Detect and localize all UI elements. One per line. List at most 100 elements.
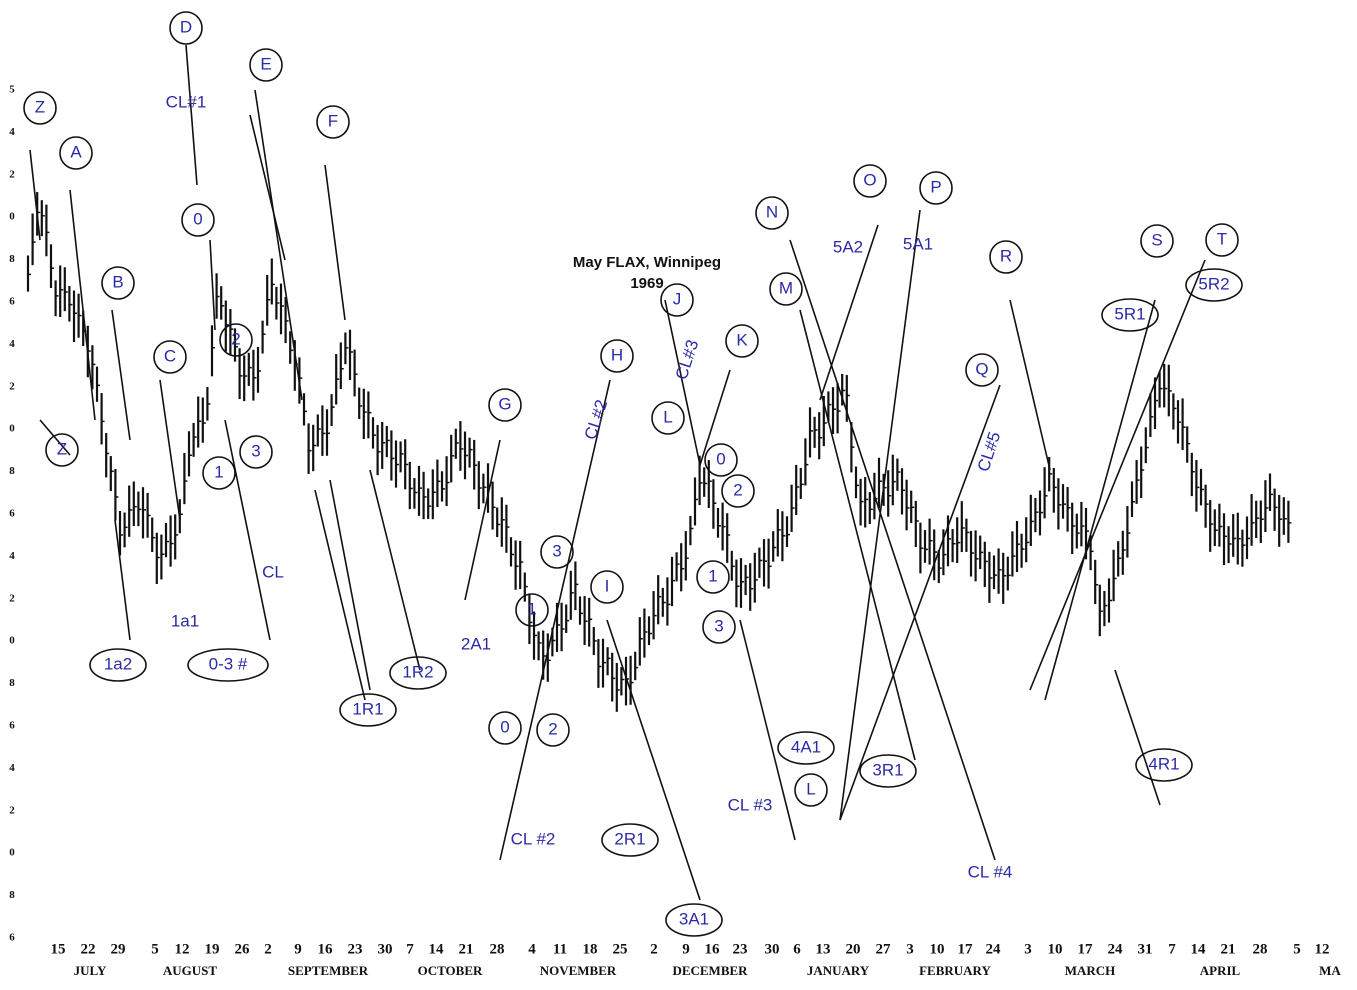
x-day-label: 14 <box>429 941 445 957</box>
annotation-label: 0 <box>500 717 509 736</box>
annotation-label: 3A1 <box>679 909 709 928</box>
annotation-balloon <box>702 610 736 644</box>
annotation-label: F <box>328 111 338 130</box>
x-month-label: JANUARY <box>807 963 870 978</box>
annotation-balloon <box>339 693 397 727</box>
annotation-balloon <box>515 593 549 627</box>
x-day-label: 2 <box>650 941 658 957</box>
x-day-label: 17 <box>1078 941 1094 957</box>
annotation-label: 2 <box>231 329 240 348</box>
annotation-balloon <box>696 560 730 594</box>
annotation-balloon <box>601 823 659 857</box>
annotation-balloon <box>488 711 522 745</box>
x-day-label: 11 <box>553 941 567 957</box>
trend-line <box>314 489 366 701</box>
x-day-label: 28 <box>490 941 505 957</box>
x-month-label: APRIL <box>1200 963 1241 978</box>
annotation-label: Z <box>35 97 45 116</box>
annotation-label: C <box>164 346 176 365</box>
annotation-label: L <box>806 779 815 798</box>
x-day-label: 31 <box>1138 941 1153 957</box>
annotation-label: CL#1 <box>166 92 207 111</box>
annotation-balloon <box>919 171 953 205</box>
x-day-label: 7 <box>1168 941 1176 957</box>
annotation-label: 5A2 <box>833 237 863 256</box>
trend-line <box>185 44 198 186</box>
annotation-label: CL#3 <box>672 337 703 382</box>
x-month-label: FEBRUARY <box>919 963 991 978</box>
x-day-label: 24 <box>1108 941 1124 957</box>
y-axis-label: 6 <box>9 932 15 944</box>
annotation-label: 3R1 <box>872 760 903 779</box>
annotation-label: 0-3 # <box>209 654 248 673</box>
annotation-balloon <box>101 266 135 300</box>
x-day-label: 26 <box>235 941 251 957</box>
trend-line <box>664 299 701 466</box>
annotation-label: 4R1 <box>1148 754 1179 773</box>
x-day-label: 16 <box>705 941 721 957</box>
x-day-label: 21 <box>459 941 474 957</box>
annotation-balloon <box>1140 224 1174 258</box>
annotation-balloon <box>1205 223 1239 257</box>
x-month-label: OCTOBER <box>418 963 483 978</box>
annotation-balloon <box>859 754 917 788</box>
annotation-label: 3 <box>714 616 723 635</box>
annotation-label: E <box>260 54 271 73</box>
x-day-label: 9 <box>294 941 302 957</box>
x-day-label: 14 <box>1191 941 1207 957</box>
x-day-label: 10 <box>930 941 945 957</box>
annotation-balloon <box>23 91 57 125</box>
annotation-label: CL <box>262 562 284 581</box>
annotation-label: CL #4 <box>968 862 1013 881</box>
annotation-balloon <box>169 11 203 45</box>
annotation-label: 1 <box>214 462 223 481</box>
x-day-label: 10 <box>1048 941 1063 957</box>
x-month-label: DECEMBER <box>672 963 748 978</box>
annotation-balloon <box>965 353 999 387</box>
x-day-label: 12 <box>175 941 190 957</box>
x-day-label: 28 <box>1253 941 1268 957</box>
y-axis-label: 2 <box>9 168 15 180</box>
annotation-label: S <box>1151 230 1162 249</box>
annotation-balloon <box>660 283 694 317</box>
x-day-label: 30 <box>765 941 780 957</box>
annotation-label: 1R1 <box>352 699 383 718</box>
annotation-label: 2R1 <box>614 829 645 848</box>
chart-title: May FLAX, Winnipeg <box>573 254 721 271</box>
x-day-label: 3 <box>1024 941 1032 957</box>
annotation-label: 1a1 <box>171 611 199 630</box>
annotation-label: 1 <box>527 599 536 618</box>
trend-line <box>789 239 996 861</box>
x-month-label: SEPTEMBER <box>288 963 369 978</box>
trend-line <box>1029 259 1206 691</box>
y-axis-label: 6 <box>9 508 15 520</box>
trend-line <box>209 239 216 331</box>
annotation-label: T <box>1217 229 1227 248</box>
annotation-label: 4A1 <box>791 737 821 756</box>
annotation-label: Z <box>57 439 67 458</box>
annotation-label: 2 <box>733 480 742 499</box>
annotation-label: O <box>863 170 876 189</box>
x-day-label: 4 <box>528 941 536 957</box>
trend-line <box>839 384 1001 821</box>
x-month-label: MARCH <box>1065 963 1116 978</box>
x-day-label: 5 <box>151 941 159 957</box>
trend-line <box>111 309 131 441</box>
chart-subtitle: 1969 <box>630 275 663 292</box>
trend-line <box>1009 299 1051 471</box>
annotation-balloon <box>389 656 447 690</box>
x-day-label: 13 <box>816 941 831 957</box>
annotation-balloon <box>153 340 187 374</box>
trend-line <box>606 619 701 901</box>
annotation-label: 0 <box>193 209 202 228</box>
x-day-label: 23 <box>733 941 748 957</box>
annotation-balloon <box>721 474 755 508</box>
x-day-label: 12 <box>1315 941 1330 957</box>
annotation-label: 2A1 <box>461 634 491 653</box>
annotation-balloon <box>600 339 634 373</box>
x-day-label: 27 <box>876 941 892 957</box>
annotation-balloon <box>239 435 273 469</box>
trend-line <box>29 149 41 241</box>
